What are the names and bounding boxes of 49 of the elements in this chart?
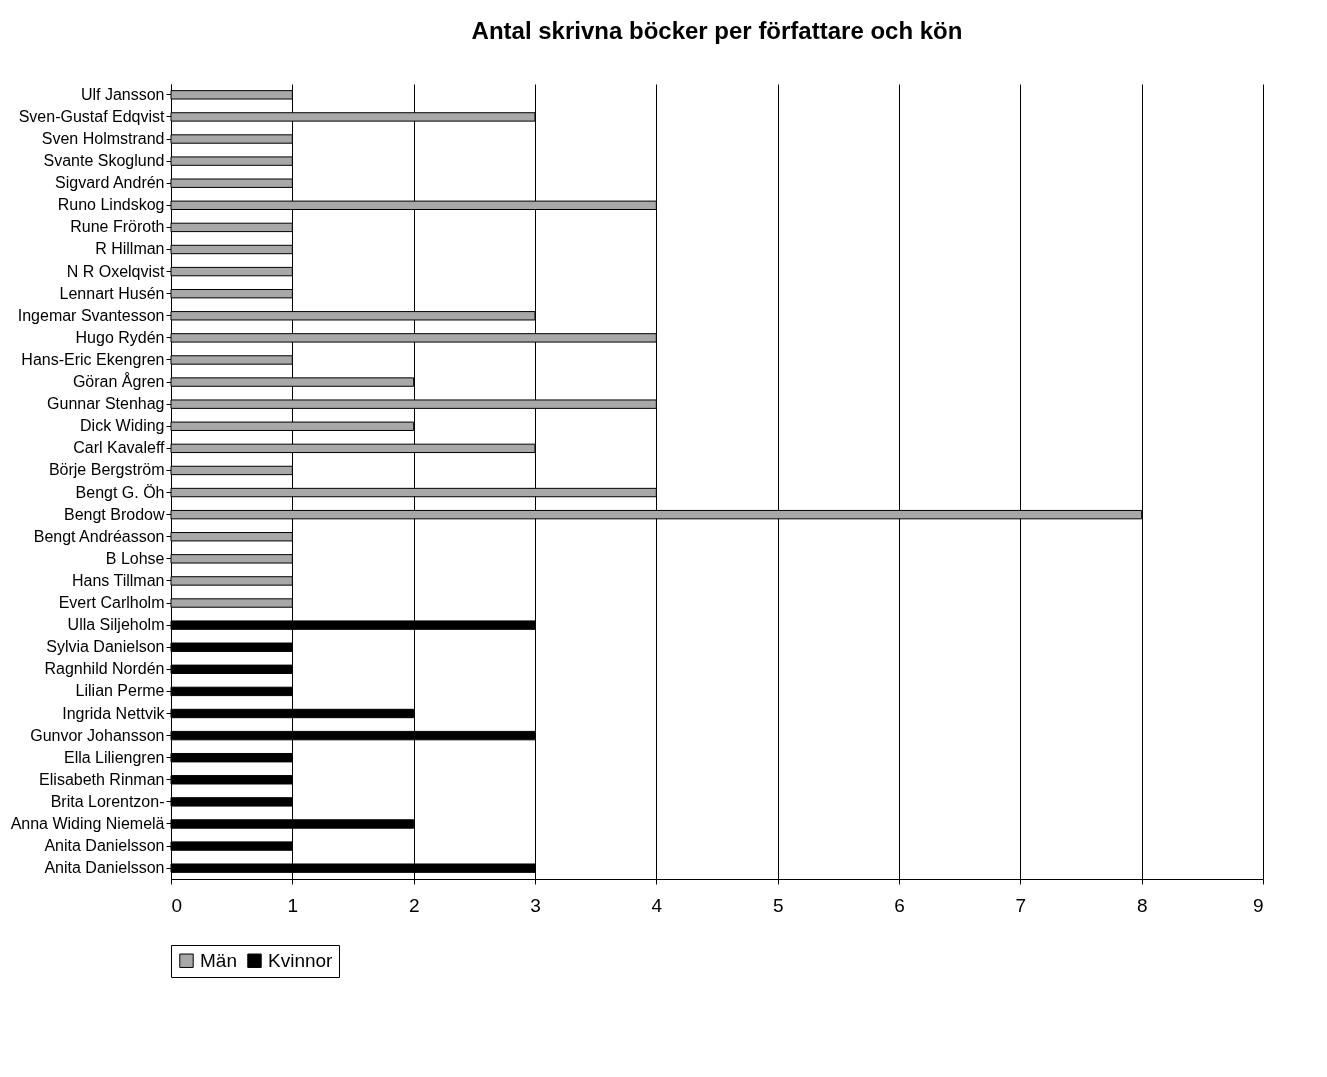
y-tick-label: Lennart Husén [59, 284, 165, 302]
y-tick-label: Bengt Andréasson [33, 527, 165, 545]
y-tick-label: Sylvia Danielson [46, 638, 165, 656]
y-tick-label: Carl Kavaleff [73, 439, 166, 457]
y-tick-label: Elisabeth Rinman [39, 770, 165, 788]
x-tick-label: 2 [408, 894, 420, 916]
x-tick-label: 7 [1015, 894, 1027, 916]
y-tick-label: Anna Widing Niemelä [10, 814, 165, 832]
x-tick-label: 3 [530, 894, 541, 916]
x-tick-label: 6 [894, 894, 905, 916]
y-tick-label: Rune Fröroth [70, 218, 165, 236]
y-tick-label: Ulf Jansson [80, 85, 165, 103]
y-tick-label: Brita Lorentzon- [50, 792, 165, 810]
y-tick-label: Hans-Eric Ekengren [21, 350, 165, 368]
x-tick-label: 9 [1252, 894, 1264, 916]
y-tick-label: Anita Danielsson [44, 837, 165, 855]
y-tick-label: Svante Skoglund [43, 152, 165, 170]
y-tick-label: Ulla Siljeholm [67, 616, 165, 634]
y-tick-label: Börje Bergström [48, 461, 165, 479]
x-tick-label: 1 [287, 894, 299, 916]
y-tick-label: Sven-Gustaf Edqvist [18, 107, 166, 125]
y-tick-label: Sven Holmstrand [41, 130, 165, 148]
x-tick-label: 8 [1136, 894, 1148, 916]
y-tick-label: Ella Liliengren [63, 748, 165, 766]
y-tick-label: Ragnhild Nordén [44, 660, 165, 678]
x-tick-label: 4 [651, 894, 663, 916]
y-tick-label: Ingrida Nettvik [62, 704, 166, 722]
legend-label: Män [200, 949, 237, 971]
y-tick-label: N R Oxelqvist [66, 262, 166, 280]
y-tick-label: Hans Tillman [72, 571, 165, 589]
y-tick-label: Dick Widing [80, 417, 165, 435]
y-tick-label: Göran Ågren [72, 372, 165, 391]
y-tick-label: Gunvor Johansson [30, 726, 165, 744]
y-tick-label: Gunnar Stenhag [47, 395, 165, 413]
y-tick-label: Lilian Perme [75, 682, 165, 700]
y-tick-label: Evert Carlholm [58, 594, 165, 612]
y-tick-label: Runo Lindskog [57, 196, 165, 214]
y-tick-label: R Hillman [95, 240, 165, 258]
y-tick-label: Bengt G. Öh [75, 483, 165, 501]
y-tick-label: Bengt Brodow [63, 505, 165, 523]
y-tick-label: B Lohse [105, 549, 165, 567]
x-tick-label: 5 [772, 894, 784, 916]
y-tick-label: Ingemar Svantesson [17, 306, 165, 324]
y-tick-label: Sigvard Andrén [55, 174, 165, 192]
y-tick-label: Hugo Rydén [75, 328, 165, 346]
y-tick-label: Anita Danielsson [44, 859, 165, 877]
legend-label: Kvinnor [268, 949, 334, 971]
x-tick-label: 0 [171, 894, 183, 916]
chart-title: Antal skrivna böcker per författare och kön [471, 17, 963, 44]
